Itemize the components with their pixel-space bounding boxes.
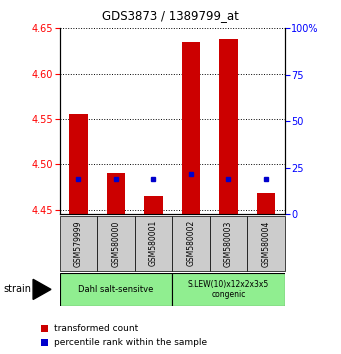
Bar — [210, 216, 247, 271]
Text: GDS3873 / 1389799_at: GDS3873 / 1389799_at — [102, 9, 239, 22]
Bar — [144, 196, 163, 214]
Bar — [97, 216, 135, 271]
Text: GSM580003: GSM580003 — [224, 220, 233, 267]
Text: strain: strain — [3, 284, 31, 295]
Text: GSM580004: GSM580004 — [262, 220, 270, 267]
Bar — [135, 216, 172, 271]
Bar — [60, 216, 97, 271]
Bar — [106, 173, 125, 214]
Text: transformed count: transformed count — [54, 324, 138, 333]
Bar — [219, 39, 238, 214]
Text: GSM580000: GSM580000 — [112, 220, 120, 267]
Bar — [60, 273, 172, 306]
Bar — [172, 216, 210, 271]
Bar — [172, 273, 285, 306]
Text: GSM580001: GSM580001 — [149, 220, 158, 267]
Text: GSM579999: GSM579999 — [74, 220, 83, 267]
Polygon shape — [33, 279, 51, 299]
Bar — [69, 114, 88, 214]
Text: percentile rank within the sample: percentile rank within the sample — [54, 338, 207, 347]
Bar — [256, 193, 275, 214]
Text: Dahl salt-sensitve: Dahl salt-sensitve — [78, 285, 154, 294]
Bar — [181, 42, 200, 214]
Text: S.LEW(10)x12x2x3x5
congenic: S.LEW(10)x12x2x3x5 congenic — [188, 280, 269, 299]
Text: GSM580002: GSM580002 — [187, 220, 195, 267]
Bar — [247, 216, 285, 271]
